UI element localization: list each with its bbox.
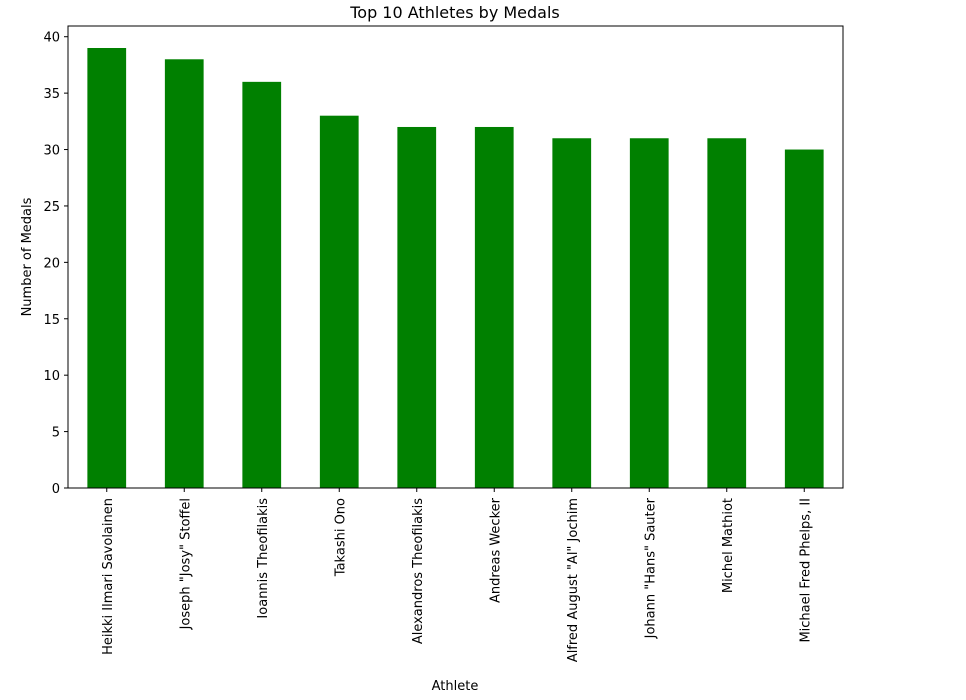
- y-tick-label: 10: [43, 369, 60, 384]
- x-tick-label: Alexandros Theofilakis: [411, 498, 426, 644]
- plot-frame: [67, 25, 844, 489]
- x-tick-label: Takashi Ono: [333, 498, 348, 577]
- y-axis-label: Number of Medals: [20, 197, 35, 316]
- bar: [629, 138, 669, 488]
- x-tick-label: Heikki Ilmari Savolainen: [101, 498, 116, 655]
- x-tick-label: Michel Mathiot: [721, 498, 736, 593]
- x-tick-label: Andreas Wecker: [488, 497, 503, 603]
- y-tick-label: 0: [52, 482, 60, 497]
- chart-title: Top 10 Athletes by Medals: [349, 3, 560, 22]
- y-tick-label: 20: [43, 256, 60, 271]
- x-tick-label: Johann "Hans" Sauter: [643, 497, 658, 639]
- plot: 0 5 10 15 20 25 30 35 40 Heikki Ilmari Savolainen…: [43, 31, 824, 662]
- y-tick-label: 15: [43, 313, 60, 328]
- bar: [397, 126, 437, 488]
- y-tick-label: 5: [52, 426, 60, 441]
- bar: [87, 48, 127, 488]
- bar: [319, 115, 359, 488]
- x-tick-label: Michael Fred Phelps, II: [798, 498, 813, 643]
- y-tick-label: 25: [43, 200, 60, 215]
- bar: [242, 81, 282, 488]
- bar: [164, 59, 204, 489]
- bar: [474, 126, 514, 488]
- x-tick-label: Alfred August "Al" Jochim: [566, 498, 581, 662]
- bar: [552, 138, 592, 488]
- y-tick-label: 30: [43, 144, 60, 159]
- x-tick-label: Joseph "Josy" Stoffel: [178, 498, 193, 630]
- y-tick-label: 35: [43, 87, 60, 102]
- x-axis-label: Athlete: [432, 679, 479, 694]
- bar: [707, 138, 747, 488]
- y-tick-label: 40: [43, 31, 60, 46]
- bar: [784, 149, 824, 489]
- x-tick-label: Ioannis Theofilakis: [256, 498, 271, 619]
